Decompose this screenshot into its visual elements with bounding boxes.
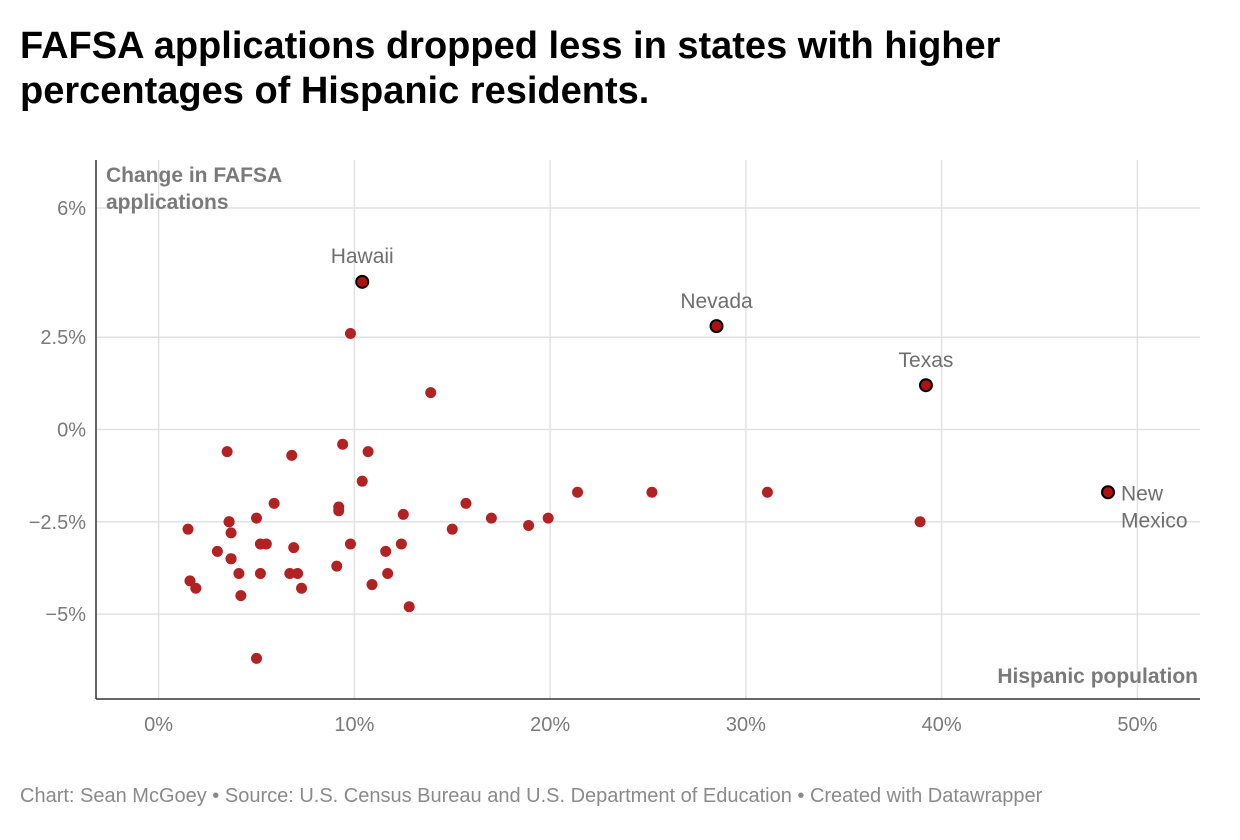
data-point <box>380 545 392 557</box>
data-point <box>425 387 437 399</box>
data-points <box>182 274 1115 664</box>
data-point <box>182 523 194 535</box>
x-tick-label: 0% <box>144 714 173 736</box>
data-point <box>331 560 343 572</box>
data-point <box>296 582 308 594</box>
data-point <box>225 553 237 565</box>
data-point <box>395 538 407 550</box>
data-point-highlight <box>918 378 933 393</box>
point-label: Texas <box>899 349 954 372</box>
y-tick-label: 2.5% <box>40 327 86 349</box>
data-point <box>260 538 272 550</box>
chart-footer: Chart: Sean McGoey • Source: U.S. Census… <box>20 785 1043 807</box>
x-tick-label: 50% <box>1117 714 1157 736</box>
data-point <box>485 512 497 524</box>
data-point <box>523 519 535 531</box>
data-point <box>288 542 300 554</box>
data-point <box>223 516 235 528</box>
data-point <box>914 516 926 528</box>
data-point <box>225 527 237 539</box>
y-tick-label: 6% <box>57 198 86 220</box>
x-tick-label: 20% <box>530 714 570 736</box>
data-point <box>251 652 263 664</box>
y-axis-title-line-1: Change in FAFSA <box>106 164 282 187</box>
data-point <box>333 505 345 517</box>
y-axis-title: Change in FAFSA applications <box>106 164 287 214</box>
x-tick-label: 30% <box>726 714 766 736</box>
y-tick-label: −5% <box>45 604 86 626</box>
x-tick-label: 10% <box>334 714 374 736</box>
data-point-highlight <box>1101 485 1115 500</box>
data-point <box>284 567 296 579</box>
y-tick-label: −2.5% <box>29 512 86 534</box>
chart-title: FAFSA applications dropped less in state… <box>20 25 1001 112</box>
data-point <box>190 582 202 594</box>
data-point-highlight <box>355 274 370 289</box>
data-point <box>251 512 263 524</box>
data-point <box>366 579 378 591</box>
data-point <box>221 446 233 458</box>
data-point <box>397 508 409 520</box>
y-axis-title-line-2: applications <box>106 191 229 214</box>
data-point <box>572 486 584 498</box>
data-point <box>254 567 266 579</box>
x-axis-title: Hispanic population <box>997 665 1198 688</box>
gridlines <box>96 160 1200 699</box>
data-point <box>460 497 472 509</box>
data-point <box>292 567 304 579</box>
point-label: Hawaii <box>331 245 394 268</box>
data-point <box>542 512 554 524</box>
data-point <box>233 567 245 579</box>
data-point <box>268 497 280 509</box>
data-point <box>344 538 356 550</box>
y-tick-label: 0% <box>57 420 86 442</box>
data-point <box>446 523 458 535</box>
data-point <box>356 475 368 487</box>
data-point <box>235 590 247 602</box>
data-point <box>646 486 658 498</box>
data-point <box>344 328 356 340</box>
tick-labels: 6% 2.5% 0% −2.5% −5% 0% 10% 20% 30% 40% 50% <box>29 198 1158 736</box>
data-point <box>362 446 374 458</box>
data-point <box>286 449 298 461</box>
axes <box>95 160 1200 700</box>
data-point-highlight <box>709 319 724 334</box>
point-label: Nevada <box>680 290 753 313</box>
data-point <box>403 601 415 613</box>
point-labels: Hawaii Nevada Texas New Mexico <box>331 245 1188 532</box>
data-point <box>211 545 223 557</box>
data-point <box>184 575 196 587</box>
x-tick-label: 40% <box>922 714 962 736</box>
data-point <box>761 486 773 498</box>
data-point <box>382 567 394 579</box>
data-point <box>337 438 349 450</box>
point-label: New Mexico <box>1121 482 1188 532</box>
